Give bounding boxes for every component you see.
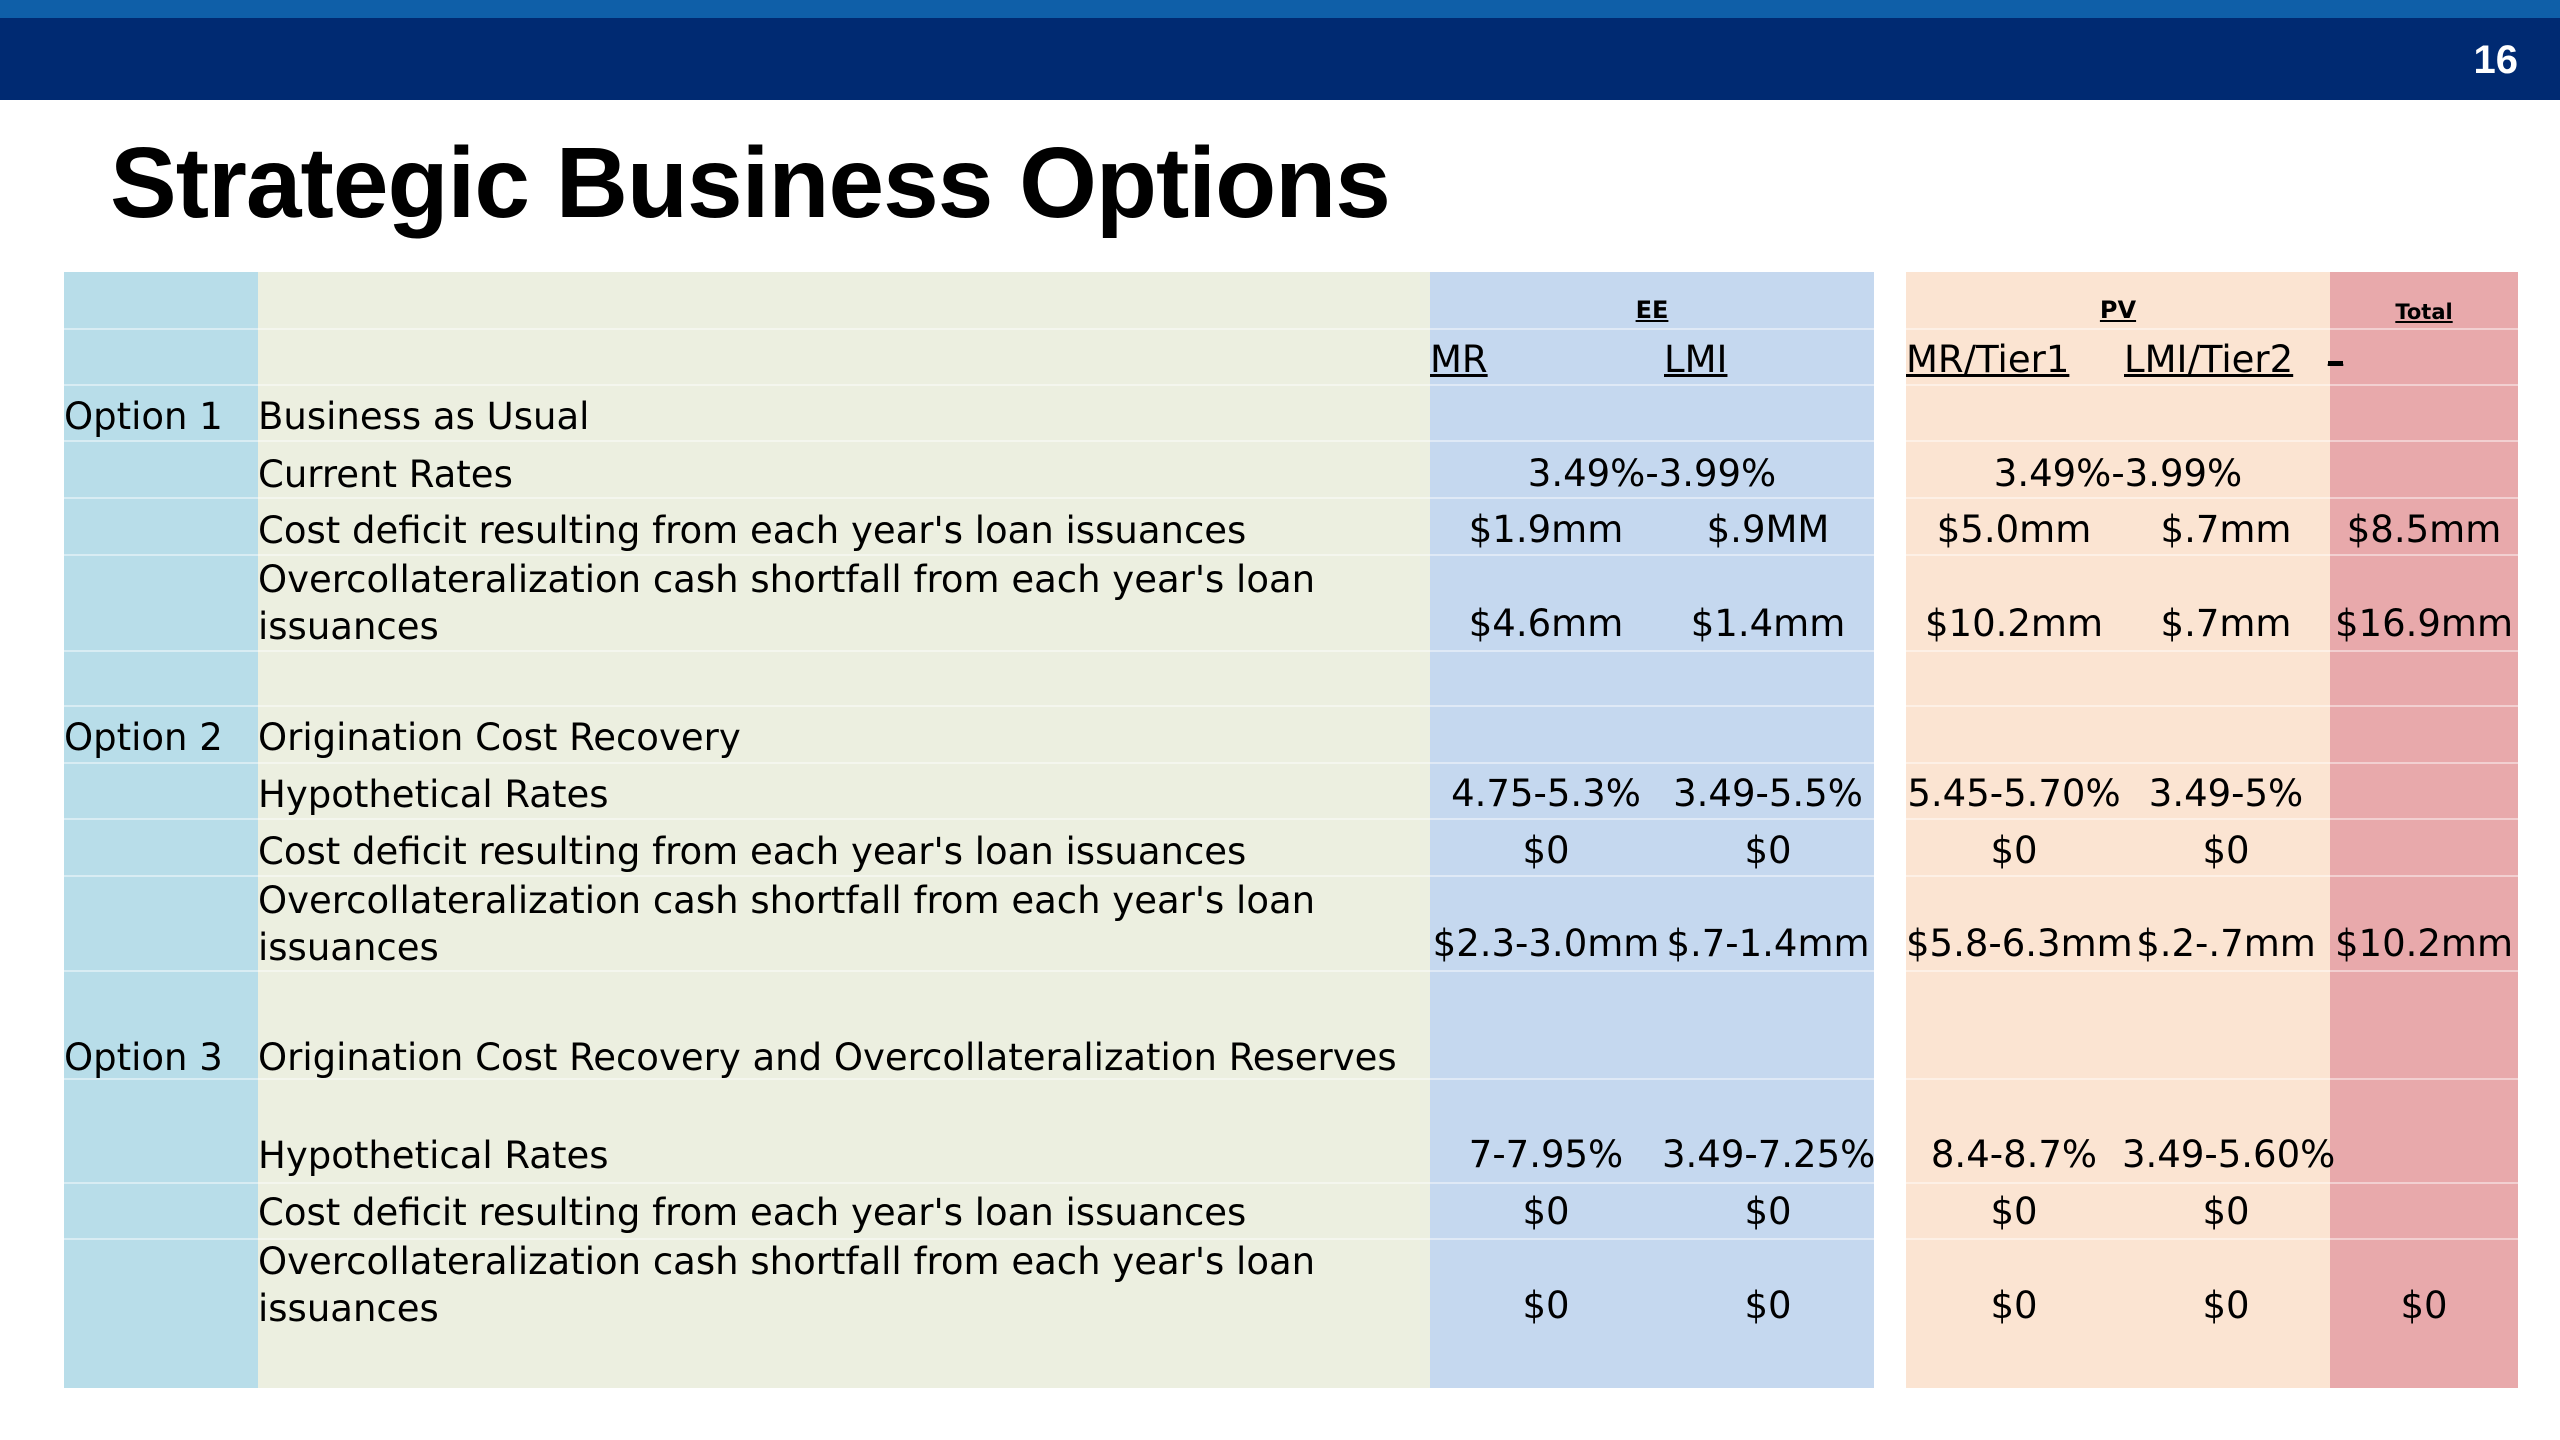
option-1-row-3-pv-mr: $10.2mm [1924, 602, 2103, 645]
option-1-row-3-ee-lmi: $1.4mm [1690, 602, 1846, 645]
option-3-row-1-ee-lmi: 3.49-7.25% [1662, 1133, 1876, 1176]
total-sub-header: _ [2328, 332, 2343, 367]
option-1-row-2-pv-mr: $5.0mm [1936, 508, 2092, 551]
option-3-row-2-ee-lmi: $0 [1744, 1190, 1792, 1233]
description-column-background [258, 272, 1430, 1388]
option-3-row-1-pv-lmi: 3.49-5.60% [2122, 1133, 2336, 1176]
ee-mr-header: MR [1430, 338, 1488, 381]
option-1-label: Option 1 [64, 395, 223, 438]
option-3-title: Origination Cost Recovery and Overcollat… [258, 1036, 1397, 1079]
row-separator [64, 762, 2518, 764]
ee-lmi-header: LMI [1664, 338, 1728, 381]
row-separator [64, 970, 2518, 972]
option-1-row-3-desc: Overcollateralization cash shortfall fro… [258, 558, 1316, 648]
row-separator [64, 440, 2518, 442]
option-3-row-3-desc: Overcollateralization cash shortfall fro… [258, 1240, 1316, 1330]
option-2-row-3-total: $10.2mm [2334, 922, 2513, 965]
option-1-row-2-total: $8.5mm [2346, 508, 2502, 551]
row-separator [64, 1238, 2518, 1240]
option-3-row-1-pv-mr: 8.4-8.7% [1930, 1133, 2098, 1176]
option-2-row-1-pv-mr: 5.45-5.70% [1907, 772, 2121, 815]
option-1-row-2-ee-lmi: $.9MM [1706, 508, 1830, 551]
option-3-row-3-ee-lmi: $0 [1744, 1284, 1792, 1327]
option-3-row-3-pv-mr: $0 [1990, 1284, 2038, 1327]
option-1-row-3-pv-lmi: $.7mm [2160, 602, 2292, 645]
option-3-row-1-ee-mr: 7-7.95% [1468, 1133, 1624, 1176]
option-2-row-3-pv-mr: $5.8-6.3mm [1906, 922, 2133, 965]
ee-column-background [1430, 272, 1874, 1388]
row-separator [64, 1182, 2518, 1184]
option-2-title: Origination Cost Recovery [258, 716, 741, 759]
option-3-row-3-total: $0 [2400, 1284, 2448, 1327]
pv-column-background [1906, 272, 2330, 1388]
option-2-row-3-pv-lmi: $.2-.7mm [2136, 922, 2316, 965]
option-1-row-3-ee-mr: $4.6mm [1468, 602, 1624, 645]
option-2-row-1-desc: Hypothetical Rates [258, 773, 609, 816]
option-3-row-2-ee-mr: $0 [1522, 1190, 1570, 1233]
option-1-current-rates-pv: 3.49%-3.99% [1993, 452, 2243, 495]
slide-title: Strategic Business Options [110, 127, 1391, 239]
option-3-row-2-pv-mr: $0 [1990, 1190, 2038, 1233]
option-2-row-2-pv-lmi: $0 [2202, 829, 2250, 872]
option-2-row-3-desc: Overcollateralization cash shortfall fro… [258, 879, 1316, 969]
option-column-background [64, 272, 258, 1388]
row-separator [64, 328, 2518, 330]
option-3-row-3-pv-lmi: $0 [2202, 1284, 2250, 1327]
option-1-row-2-desc: Cost deficit resulting from each year's … [258, 509, 1247, 552]
option-1-title: Business as Usual [258, 395, 590, 438]
option-3-label: Option 3 [64, 1036, 223, 1079]
option-3-row-3-ee-mr: $0 [1522, 1284, 1570, 1327]
option-1-row-3-total: $16.9mm [2334, 602, 2513, 645]
row-separator [64, 818, 2518, 820]
row-separator [64, 1078, 2518, 1080]
top-accent-bar [0, 0, 2560, 18]
page-number: 16 [2473, 38, 2519, 82]
pv-mr-tier1-header: MR/Tier1 [1906, 338, 2070, 381]
ee-group-header: EE [1635, 296, 1669, 324]
option-3-row-1-desc: Hypothetical Rates [258, 1134, 609, 1177]
header-bar [0, 18, 2560, 100]
option-1-row-2-ee-mr: $1.9mm [1468, 508, 1624, 551]
row-separator [64, 650, 2518, 652]
option-3-row-2-desc: Cost deficit resulting from each year's … [258, 1191, 1247, 1234]
row-separator [64, 705, 2518, 707]
row-separator [64, 554, 2518, 556]
option-2-row-2-ee-mr: $0 [1522, 829, 1570, 872]
option-2-row-2-desc: Cost deficit resulting from each year's … [258, 830, 1247, 873]
option-2-row-2-ee-lmi: $0 [1744, 829, 1792, 872]
row-separator [64, 875, 2518, 877]
option-2-label: Option 2 [64, 716, 223, 759]
option-1-row-1-desc: Current Rates [258, 453, 513, 496]
option-3-row-2-pv-lmi: $0 [2202, 1190, 2250, 1233]
option-2-row-1-ee-lmi: 3.49-5.5% [1673, 772, 1863, 815]
option-2-row-3-ee-mr: $2.3-3.0mm [1432, 922, 1660, 965]
pv-lmi-tier2-header: LMI/Tier2 [2124, 338, 2294, 381]
option-2-row-3-ee-lmi: $.7-1.4mm [1666, 922, 1870, 965]
pv-group-header: PV [2099, 296, 2137, 324]
row-separator [64, 384, 2518, 386]
option-2-row-1-ee-mr: 4.75-5.3% [1451, 772, 1641, 815]
option-2-row-2-pv-mr: $0 [1990, 829, 2038, 872]
option-2-row-1-pv-lmi: 3.49-5% [2148, 772, 2304, 815]
option-1-current-rates-ee: 3.49%-3.99% [1527, 452, 1777, 495]
total-column-background [2330, 272, 2518, 1388]
row-separator [64, 497, 2518, 499]
total-group-header: Total [2395, 300, 2453, 324]
option-1-row-2-pv-lmi: $.7mm [2160, 508, 2292, 551]
